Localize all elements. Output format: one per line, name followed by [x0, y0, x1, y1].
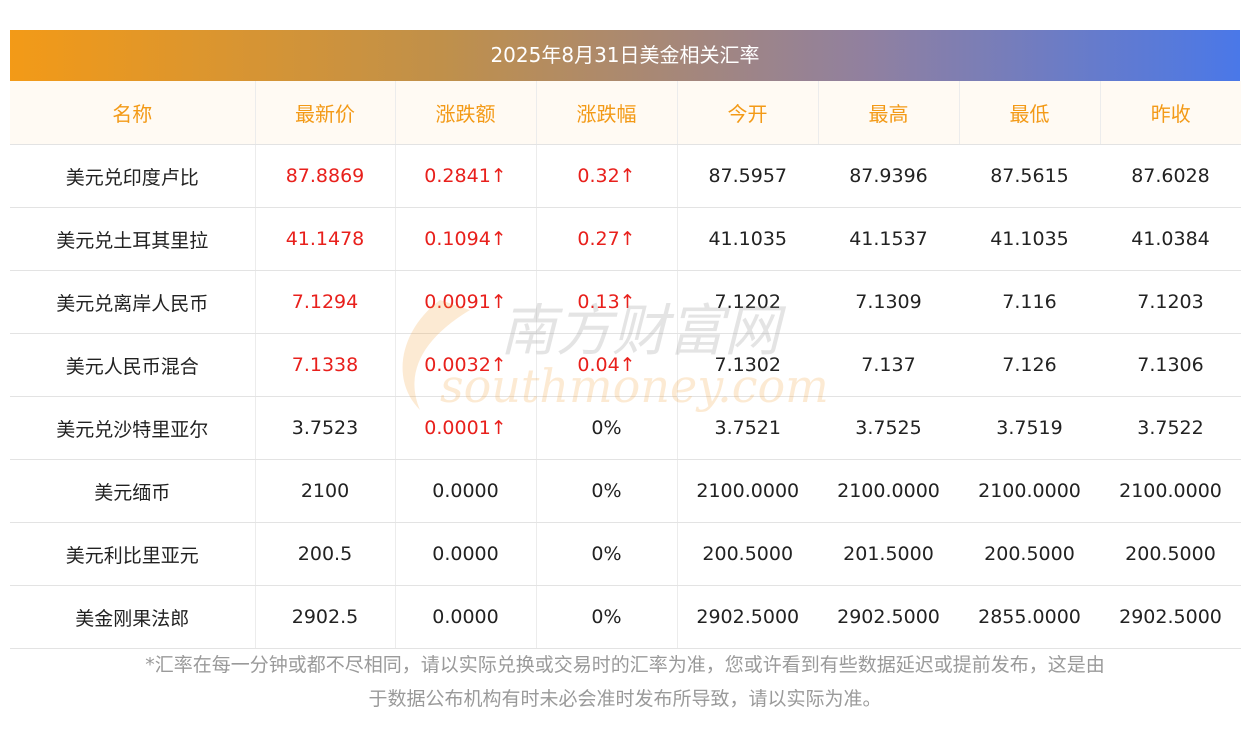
table-row: 美元缅币 2100 0.0000 0% 2100.0000 2100.0000 2100.0…: [10, 459, 1241, 523]
rates-panel: 2025年8月31日美金相关汇率 名称 最新价 涨跌额 涨跌幅 今开 最高 最低…: [10, 30, 1241, 649]
column-header-latest: 最新价: [255, 81, 396, 145]
column-header-change: 涨跌额: [395, 81, 537, 145]
disclaimer-line-2: 于数据公布机构有时未必会准时发布所导致，请以实际为准。: [368, 688, 882, 710]
cell-prev-close: 7.1203: [1100, 270, 1241, 334]
cell-latest: 41.1478: [255, 207, 396, 271]
cell-open: 2902.5000: [677, 585, 818, 649]
cell-open: 7.1302: [677, 333, 818, 397]
table-row: 美元人民币混合 7.1338 0.0032↑ 0.04↑ 7.1302 7.137 7.12…: [10, 333, 1241, 397]
cell-low: 2100.0000: [959, 459, 1100, 523]
cell-change: 0.0000: [395, 459, 537, 523]
cell-latest: 200.5: [255, 522, 396, 586]
cell-prev-close: 2902.5000: [1100, 585, 1241, 649]
column-header-name: 名称: [10, 81, 256, 145]
cell-change: 0.1094↑: [395, 207, 537, 271]
cell-prev-close: 87.6028: [1100, 144, 1241, 208]
cell-low: 41.1035: [959, 207, 1100, 271]
cell-name: 美元缅币: [10, 459, 256, 523]
cell-change-pct: 0%: [536, 459, 678, 523]
cell-low: 7.126: [959, 333, 1100, 397]
table-row: 美元利比里亚元 200.5 0.0000 0% 200.5000 201.5000 200.…: [10, 522, 1241, 586]
cell-low: 7.116: [959, 270, 1100, 334]
cell-name: 美金刚果法郎: [10, 585, 256, 649]
cell-prev-close: 7.1306: [1100, 333, 1241, 397]
cell-open: 7.1202: [677, 270, 818, 334]
cell-change: 0.0000: [395, 585, 537, 649]
cell-change-pct: 0%: [536, 585, 678, 649]
cell-low: 2855.0000: [959, 585, 1100, 649]
column-header-open: 今开: [677, 81, 819, 145]
cell-low: 3.7519: [959, 396, 1100, 460]
cell-change: 0.2841↑: [395, 144, 537, 208]
table-row: 美元兑土耳其里拉 41.1478 0.1094↑ 0.27↑ 41.1035 41.153…: [10, 207, 1241, 271]
column-header-low: 最低: [959, 81, 1101, 145]
cell-latest: 7.1338: [255, 333, 396, 397]
cell-latest: 7.1294: [255, 270, 396, 334]
page-title: 2025年8月31日美金相关汇率: [10, 30, 1240, 81]
table-row: 美元兑印度卢比 87.8869 0.2841↑ 0.32↑ 87.5957 87.9396…: [10, 144, 1241, 208]
cell-change: 0.0000: [395, 522, 537, 586]
cell-change: 0.0091↑: [395, 270, 537, 334]
cell-change-pct: 0.27↑: [536, 207, 678, 271]
cell-name: 美元利比里亚元: [10, 522, 256, 586]
column-header-change-pct: 涨跌幅: [536, 81, 678, 145]
cell-high: 201.5000: [818, 522, 959, 586]
cell-open: 200.5000: [677, 522, 818, 586]
cell-high: 41.1537: [818, 207, 959, 271]
cell-prev-close: 2100.0000: [1100, 459, 1241, 523]
cell-open: 87.5957: [677, 144, 818, 208]
table-row: 美元兑离岸人民币 7.1294 0.0091↑ 0.13↑ 7.1202 7.1309 7.…: [10, 270, 1241, 334]
cell-change-pct: 0.13↑: [536, 270, 678, 334]
cell-high: 3.7525: [818, 396, 959, 460]
cell-change-pct: 0.32↑: [536, 144, 678, 208]
cell-latest: 3.7523: [255, 396, 396, 460]
cell-high: 7.137: [818, 333, 959, 397]
cell-low: 87.5615: [959, 144, 1100, 208]
cell-latest: 2902.5: [255, 585, 396, 649]
cell-low: 200.5000: [959, 522, 1100, 586]
cell-high: 2902.5000: [818, 585, 959, 649]
cell-name: 美元兑印度卢比: [10, 144, 256, 208]
cell-change-pct: 0%: [536, 396, 678, 460]
cell-name: 美元兑离岸人民币: [10, 270, 256, 334]
cell-prev-close: 41.0384: [1100, 207, 1241, 271]
cell-name: 美元兑土耳其里拉: [10, 207, 256, 271]
column-header-high: 最高: [818, 81, 960, 145]
table-header-row: 名称 最新价 涨跌额 涨跌幅 今开 最高 最低 昨收: [10, 81, 1241, 145]
disclaimer-note: *汇率在每一分钟或都不尽相同，请以实际兑换或交易时的汇率为准，您或许看到有些数据…: [10, 648, 1240, 716]
cell-open: 2100.0000: [677, 459, 818, 523]
cell-open: 3.7521: [677, 396, 818, 460]
cell-high: 7.1309: [818, 270, 959, 334]
cell-change-pct: 0%: [536, 522, 678, 586]
cell-prev-close: 3.7522: [1100, 396, 1241, 460]
cell-high: 2100.0000: [818, 459, 959, 523]
cell-change-pct: 0.04↑: [536, 333, 678, 397]
cell-name: 美元兑沙特里亚尔: [10, 396, 256, 460]
cell-high: 87.9396: [818, 144, 959, 208]
cell-prev-close: 200.5000: [1100, 522, 1241, 586]
cell-name: 美元人民币混合: [10, 333, 256, 397]
table-row: 美元兑沙特里亚尔 3.7523 0.0001↑ 0% 3.7521 3.7525 3.751…: [10, 396, 1241, 460]
cell-change: 0.0001↑: [395, 396, 537, 460]
cell-latest: 87.8869: [255, 144, 396, 208]
column-header-prev-close: 昨收: [1100, 81, 1241, 145]
cell-change: 0.0032↑: [395, 333, 537, 397]
cell-latest: 2100: [255, 459, 396, 523]
disclaimer-line-1: *汇率在每一分钟或都不尽相同，请以实际兑换或交易时的汇率为准，您或许看到有些数据…: [145, 654, 1105, 676]
rates-table: 名称 最新价 涨跌额 涨跌幅 今开 最高 最低 昨收 美元兑印度卢比 87.886…: [10, 81, 1241, 649]
cell-open: 41.1035: [677, 207, 818, 271]
table-row: 美金刚果法郎 2902.5 0.0000 0% 2902.5000 2902.5000 28…: [10, 585, 1241, 649]
